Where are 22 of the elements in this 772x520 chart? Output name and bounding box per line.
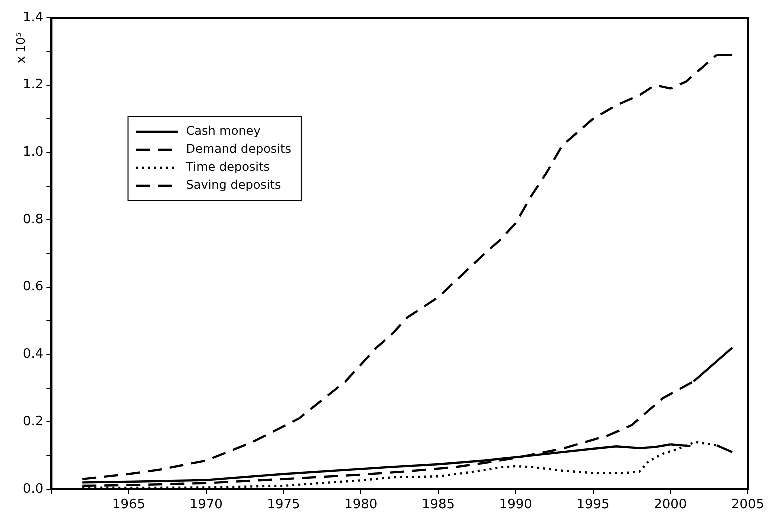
x-tick-label: 1965 <box>112 498 146 513</box>
y-tick-label: 0.0 <box>22 482 44 497</box>
legend-label: Demand deposits <box>186 142 292 156</box>
y-tick-label: 0.2 <box>22 414 44 430</box>
y-tick-label: 1.0 <box>22 145 44 160</box>
y-tick-label: 0.6 <box>22 280 44 295</box>
legend-label: Saving deposits <box>186 178 282 192</box>
x-tick-label: 1995 <box>576 498 610 513</box>
y-tick-label: 1.2 <box>22 78 44 93</box>
y-axis-title: x 10⁵ <box>14 32 28 64</box>
x-tick-label: 2000 <box>654 498 688 513</box>
x-tick-label: 1985 <box>422 498 456 513</box>
y-tick-label: 0.4 <box>22 347 44 362</box>
x-tick-label: 1990 <box>499 498 532 513</box>
x-tick-label: 1980 <box>344 498 378 513</box>
legend-label: Cash money <box>186 124 261 138</box>
y-tick-label: 1.4 <box>22 10 44 26</box>
x-tick-label: 1975 <box>267 498 300 513</box>
x-tick-label: 1970 <box>190 498 223 513</box>
y-tick-label: 0.8 <box>22 212 44 228</box>
x-tick-label: 2005 <box>731 498 765 513</box>
legend-label: Time deposits <box>185 160 270 174</box>
